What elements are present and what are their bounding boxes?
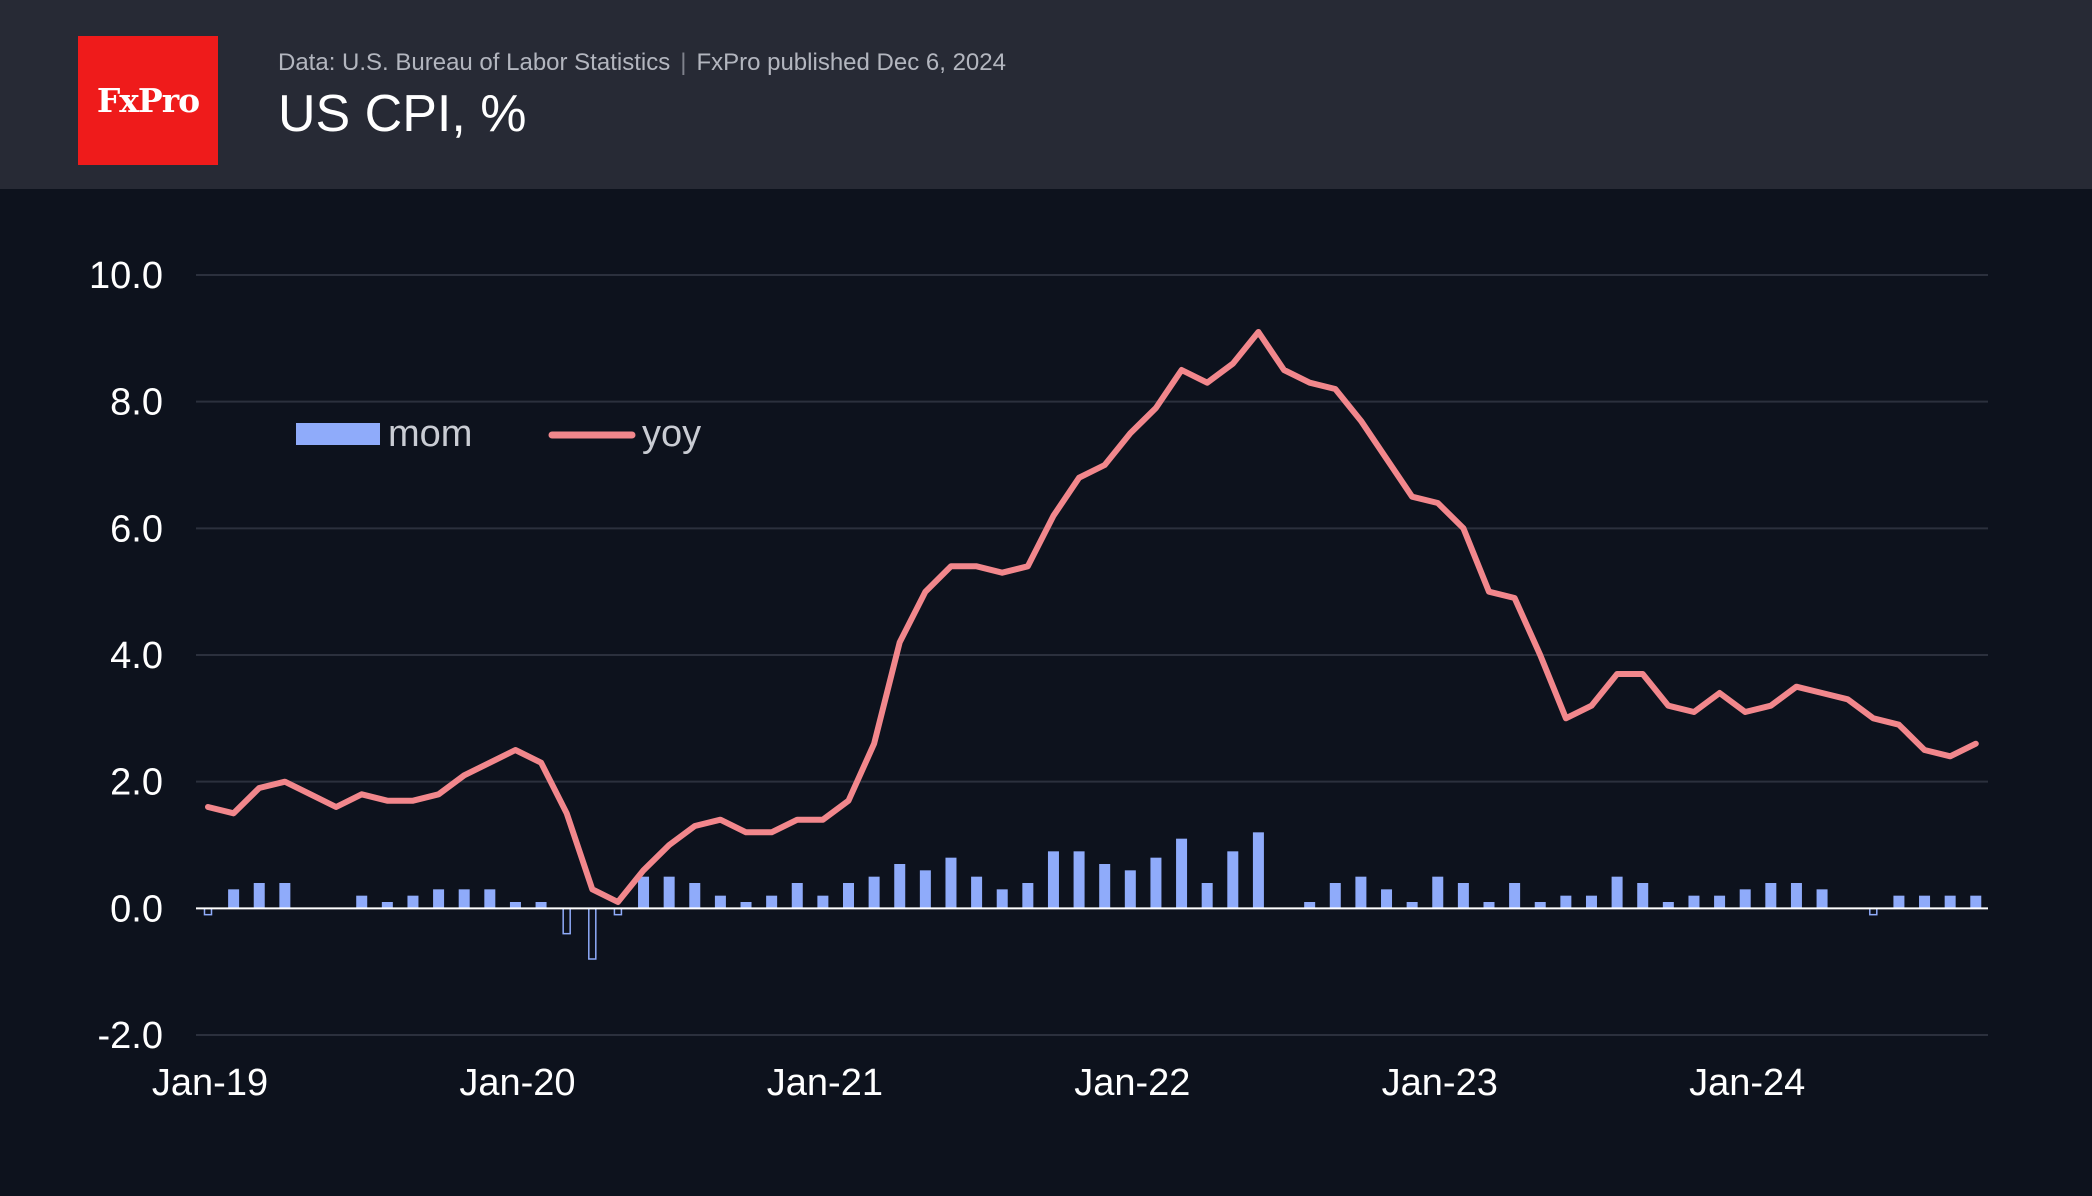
mom-bar [1816, 889, 1828, 909]
mom-bar [458, 889, 470, 909]
mom-bar [562, 907, 571, 935]
y-tick-label: 10.0 [89, 255, 163, 297]
mom-bar [1509, 883, 1521, 909]
mom-bar [945, 857, 957, 909]
mom-bar [433, 889, 445, 909]
mom-bar [1099, 864, 1111, 909]
mom-bar [1637, 883, 1649, 909]
data-source-line: Data: U.S. Bureau of Labor Statistics | Fx… [278, 49, 1006, 77]
y-tick-label: 6.0 [110, 508, 163, 550]
header-bar: FxPro Data: U.S. Bureau of Labor Statist… [0, 0, 2092, 189]
mom-bar [381, 902, 393, 909]
mom-bar [663, 876, 675, 909]
mom-bar [843, 883, 854, 909]
mom-bar [791, 883, 803, 909]
mom-bar [535, 902, 547, 909]
mom-bar [1355, 876, 1367, 909]
mom-bar [1483, 902, 1495, 909]
x-tick-label: Jan-23 [1382, 1062, 1498, 1104]
x-tick-label: Jan-20 [459, 1062, 575, 1104]
mom-bar [1432, 876, 1444, 909]
mom-bar [1714, 895, 1726, 909]
mom-bar [1304, 902, 1316, 909]
mom-bar [1227, 851, 1239, 909]
mom-bar [689, 883, 701, 909]
y-tick-label: 2.0 [110, 762, 163, 804]
mom-bar [638, 876, 650, 909]
x-tick-label: Jan-19 [152, 1062, 268, 1104]
y-tick-label: -2.0 [98, 1015, 163, 1057]
mom-bar [868, 876, 880, 909]
mom-bar [1662, 902, 1674, 909]
mom-bar [588, 907, 597, 960]
source-text: Data: U.S. Bureau of Labor Statistics [278, 49, 671, 76]
mom-bar [1688, 895, 1700, 909]
mom-bar [1765, 883, 1777, 909]
mom-bar [714, 895, 726, 909]
y-tick-label: 8.0 [110, 382, 163, 424]
mom-bar [996, 889, 1008, 909]
mom-bar [1457, 883, 1469, 909]
mom-bar [1919, 895, 1931, 909]
fxpro-logo: FxPro [78, 36, 218, 165]
mom-bar [279, 883, 291, 909]
separator: | [680, 49, 687, 76]
mom-bar [407, 895, 419, 909]
mom-bar [1150, 857, 1162, 909]
x-tick-label: Jan-24 [1689, 1062, 1805, 1104]
mom-bar [509, 902, 521, 909]
published-text: FxPro published Dec 6, 2024 [696, 49, 1006, 76]
logo-text: FxPro [96, 81, 200, 120]
mom-bar [1560, 895, 1572, 909]
mom-bar [1022, 883, 1034, 909]
mom-bar [1944, 895, 1956, 909]
legend-mom-swatch [296, 423, 380, 445]
mom-bar [766, 895, 778, 909]
mom-bar [1176, 838, 1188, 909]
mom-bar [740, 902, 752, 909]
mom-bar [971, 876, 983, 909]
mom-bar [356, 895, 368, 909]
mom-bar [1252, 832, 1264, 909]
chart-title: US CPI, % [278, 85, 527, 143]
legend-yoy-label: yoy [642, 413, 701, 455]
yoy-line [205, 329, 1979, 905]
mom-bar [1047, 851, 1059, 909]
mom-bar [1970, 895, 1982, 909]
mom-bar [1739, 889, 1751, 909]
y-tick-label: 0.0 [110, 888, 163, 930]
y-tick-label: 4.0 [110, 635, 163, 677]
mom-bar [1073, 851, 1085, 909]
mom-bar [1534, 902, 1546, 909]
mom-bar [1201, 883, 1213, 909]
x-tick-label: Jan-22 [1074, 1062, 1190, 1104]
mom-bar [1329, 883, 1341, 909]
mom-bar [484, 889, 496, 909]
mom-bar [253, 883, 265, 909]
mom-bar [1790, 883, 1802, 909]
mom-bar [817, 895, 829, 909]
mom-bar [1611, 876, 1623, 909]
mom-bar [1585, 895, 1597, 909]
mom-bar [1124, 870, 1136, 909]
mom-bar [919, 870, 931, 909]
mom-bar [1406, 902, 1418, 909]
mom-bar [1893, 895, 1905, 909]
legend-mom-label: mom [388, 413, 472, 455]
mom-bar [1381, 889, 1393, 909]
x-tick-label: Jan-21 [767, 1062, 883, 1104]
mom-bar [228, 889, 240, 909]
mom-bar [894, 864, 906, 909]
